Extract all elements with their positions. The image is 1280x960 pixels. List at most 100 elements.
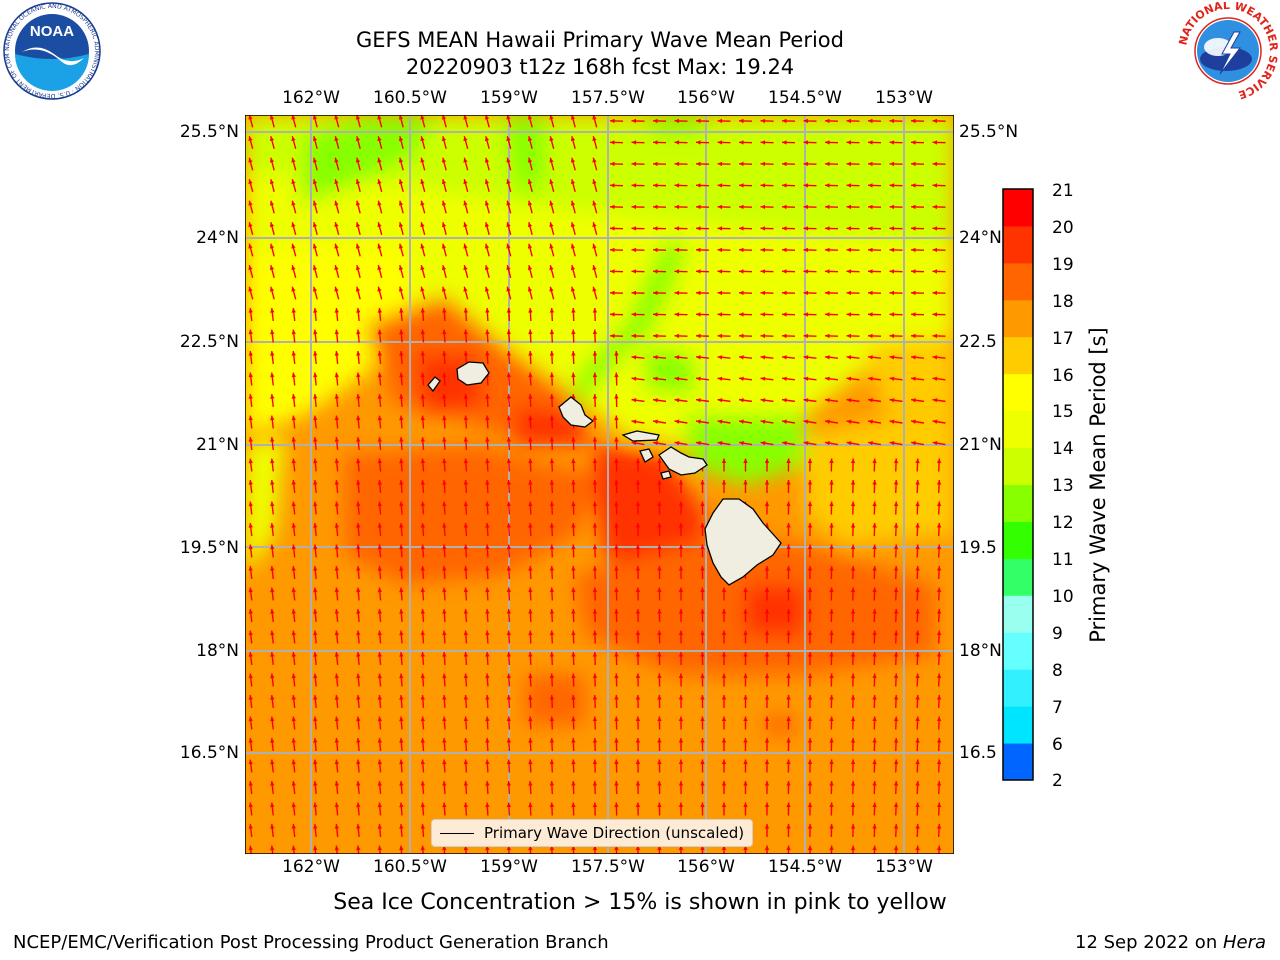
wave-arrow-head [868, 183, 873, 188]
wave-arrow-head [932, 290, 938, 296]
wave-arrow-head [825, 183, 830, 188]
wave-arrow-head [936, 673, 942, 679]
wave-arrow-head [571, 695, 576, 700]
wave-arrow-head [291, 351, 296, 356]
wave-arrow-head [506, 566, 512, 571]
wave-arrow-head [270, 781, 275, 786]
wave-arrow-head [356, 802, 361, 808]
wave-arrow-head [549, 781, 555, 786]
wave-arrow-head [829, 566, 834, 571]
wave-arrow-head [313, 802, 318, 808]
wave-arrow-head [635, 480, 641, 485]
wave-arrow-head [291, 824, 296, 829]
wave-arrow-head [270, 415, 275, 421]
wave-arrow-head [485, 845, 490, 851]
wave-arrow-head [932, 140, 938, 145]
wave-arrow-head [399, 308, 404, 313]
wave-arrow-head [653, 419, 658, 424]
wave-arrow-head [657, 738, 662, 743]
wave-arrow-head [807, 716, 813, 722]
wave-arrow-head [700, 673, 705, 679]
wave-arrow-head [442, 673, 447, 679]
wave-arrow-head [717, 333, 723, 339]
wave-arrow-head [829, 695, 834, 700]
wave-arrow-head [463, 458, 469, 464]
wave-arrow-head [893, 652, 899, 657]
wave-arrow-head [893, 673, 899, 679]
wave-arrow-head [377, 566, 382, 571]
wave-arrow-head [442, 329, 447, 335]
wave-arrow-head [506, 802, 512, 808]
wave-arrow-head [782, 269, 787, 274]
wave-arrow-head [868, 355, 873, 360]
wave-arrow-head [248, 480, 253, 485]
wave-arrow-head [782, 419, 787, 424]
wave-arrow-head [915, 458, 920, 464]
wave-arrow-head [484, 286, 490, 292]
footer-credit: NCEP/EMC/Verification Post Processing Pr… [13, 932, 609, 953]
wave-arrow-head [463, 587, 469, 593]
wave-arrow-head [463, 222, 468, 228]
wave-arrow-head [932, 419, 938, 424]
wave-arrow-head [549, 716, 555, 722]
wave-arrow-head [291, 630, 296, 636]
wave-arrow-head [868, 376, 873, 381]
wave-arrow-head [657, 523, 662, 528]
lon-label-top: 157.5°W [571, 88, 645, 108]
wave-arrow-head [807, 738, 813, 743]
wave-arrow-head [614, 716, 619, 722]
wave-arrow-head [334, 501, 339, 507]
wave-arrow-head [571, 372, 576, 378]
wave-arrow-head [825, 312, 830, 317]
lat-label-left: 24°N [196, 228, 239, 248]
wave-arrow-head [872, 738, 877, 743]
wave-arrow-head [399, 652, 404, 657]
wave-arrow-head [721, 781, 727, 786]
wave-arrow-head [786, 480, 791, 485]
colorbar-cell [1003, 558, 1033, 596]
wave-arrow-head [743, 587, 748, 593]
colorbar-tick-label: 13 [1052, 476, 1074, 496]
colorbar-cell [1003, 410, 1033, 449]
wave-arrow-head [420, 286, 425, 292]
wave-arrow-head [248, 200, 253, 206]
wave-arrow-head [635, 501, 641, 507]
wave-arrow-head [270, 329, 275, 335]
wave-arrow-head [786, 609, 791, 614]
wave-arrow-head [717, 290, 723, 296]
wave-arrow-head [782, 226, 787, 231]
wave-arrow-head [571, 437, 576, 442]
wave-arrow-head [506, 394, 512, 399]
wave-arrow-head [721, 609, 727, 614]
wave-arrow-head [657, 652, 662, 657]
wave-arrow-head [248, 115, 253, 120]
wave-arrow-head [506, 179, 511, 185]
wave-arrow-head [614, 609, 619, 614]
wave-arrow-head [356, 652, 361, 657]
wave-arrow-head [674, 226, 680, 231]
wave-arrow-head [549, 802, 555, 808]
wave-arrow-head [549, 200, 554, 206]
wave-arrow-head [786, 458, 791, 464]
wave-arrow-head [463, 566, 469, 571]
wave-arrow-head [377, 824, 382, 829]
wave-arrow-head [696, 398, 701, 403]
wave-arrow-head [631, 398, 637, 403]
wave-arrow-head [334, 308, 339, 313]
wave-arrow-head [915, 523, 920, 528]
wave-arrow-head [610, 333, 615, 339]
wave-arrow-head [592, 802, 598, 808]
wave-arrow-head [868, 312, 873, 317]
wave-arrow-head [592, 759, 598, 765]
wave-arrow-head [334, 759, 339, 765]
wave-arrow-head [334, 630, 339, 636]
wave-arrow-head [334, 587, 339, 593]
wave-arrow-head [549, 501, 555, 507]
wave-arrow-head [420, 501, 426, 507]
wave-arrow-head [334, 286, 339, 292]
svg-text:NOAA: NOAA [30, 23, 74, 40]
wave-arrow-head [399, 759, 404, 765]
wave-arrow-head [334, 695, 339, 700]
wave-arrow-head [270, 652, 275, 657]
lon-label-bottom: 153°W [875, 857, 933, 877]
